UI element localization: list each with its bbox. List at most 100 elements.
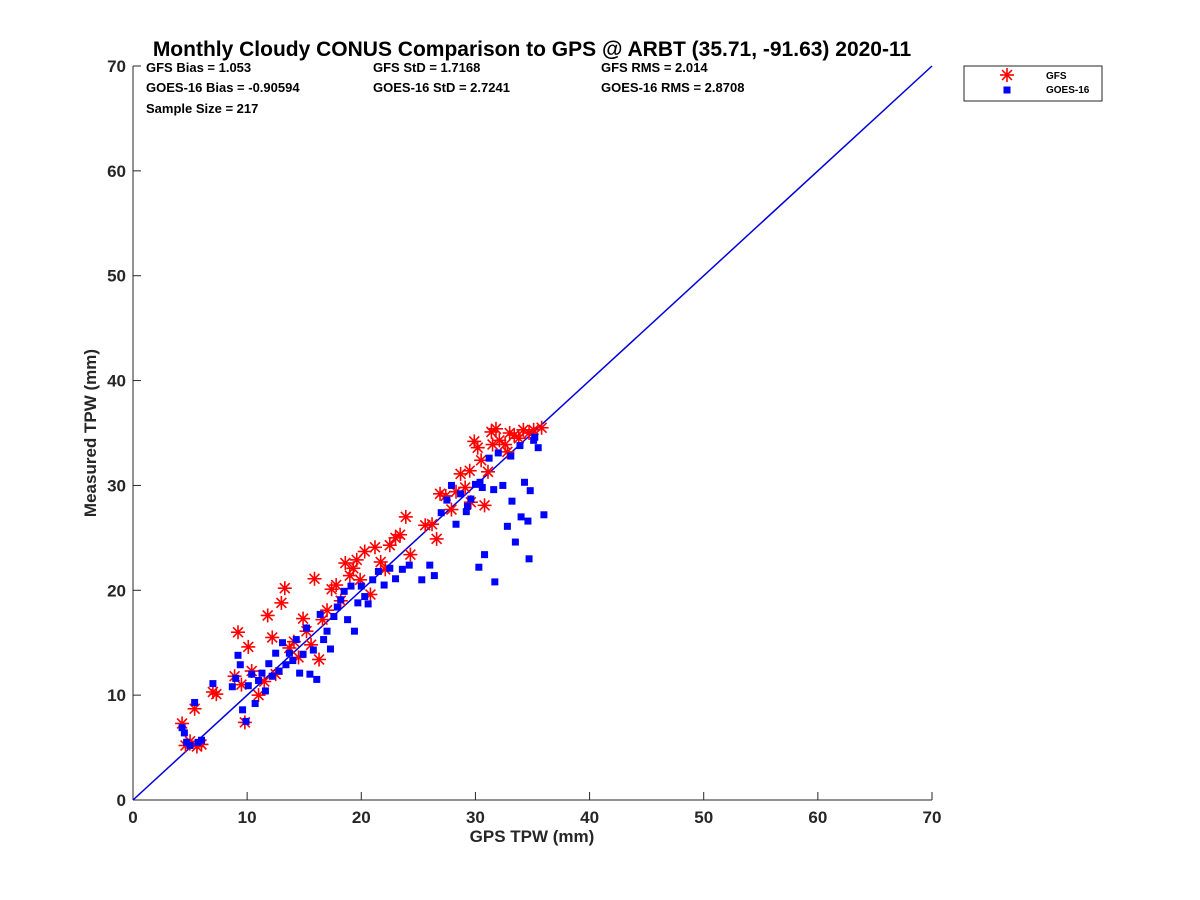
- gfs-std-text: GFS StD = 1.7168: [373, 60, 480, 75]
- gfs-point-stroke: [404, 549, 416, 561]
- plot-area: 0 10 20 30 40 50 60 70 0 10 20 30 40 50 60 70: [107, 57, 941, 827]
- goes16-point: [405, 561, 413, 569]
- gfs-point-stroke: [330, 579, 342, 591]
- goes16-point: [503, 522, 511, 530]
- gfs-point: [320, 603, 335, 618]
- gfs-point-stroke: [210, 688, 222, 700]
- y-tick-label: 20: [107, 581, 126, 600]
- gfs-point: [462, 463, 477, 478]
- goes16-point: [232, 674, 240, 682]
- gfs-point: [393, 527, 408, 542]
- gfs-point-stroke: [482, 466, 494, 478]
- x-tick-label: 60: [808, 808, 827, 827]
- goes16-point: [344, 616, 352, 624]
- y-tick-label: 30: [107, 476, 126, 495]
- goes16-point: [471, 480, 479, 488]
- goes16-point: [481, 551, 489, 559]
- gfs-point: [485, 437, 500, 452]
- goes16-point: [306, 670, 314, 678]
- goes16-point: [265, 660, 273, 668]
- gfs-point-stroke: [487, 439, 499, 451]
- goes16-point: [361, 593, 369, 601]
- gfs-point-stroke: [253, 689, 265, 701]
- goes16-point: [313, 675, 321, 683]
- goes16-point: [191, 698, 199, 706]
- goes16-point: [499, 481, 507, 489]
- gfs-point-stroke: [479, 499, 491, 511]
- goes16-point: [452, 520, 460, 528]
- goes16-point: [333, 603, 341, 611]
- x-axis-label: GPS TPW (mm): [470, 827, 595, 846]
- gfs-point-stroke: [262, 609, 274, 621]
- goes16-point: [350, 627, 358, 635]
- goes16-point: [525, 555, 533, 563]
- gfs-point-stroke: [434, 488, 446, 500]
- gfs-point-stroke: [354, 574, 366, 586]
- gfs-point: [444, 502, 459, 517]
- stats-annotations: GFS Bias = 1.053 GFS StD = 1.7168 GFS RM…: [146, 60, 744, 116]
- goes16-point: [364, 600, 372, 608]
- goes16-point: [180, 729, 188, 737]
- series-goes16: [178, 433, 548, 749]
- goes16-point: [430, 572, 438, 580]
- goes16-point: [511, 538, 519, 546]
- goes16-point: [516, 442, 524, 450]
- goes16-point: [437, 509, 445, 517]
- goes16-point: [296, 669, 304, 677]
- gfs-point: [274, 595, 289, 610]
- y-tick-label: 0: [117, 791, 126, 810]
- gfs-point-stroke: [308, 573, 321, 585]
- goes16-point: [457, 490, 465, 498]
- goes16-point: [426, 561, 434, 569]
- goes16-point: [531, 433, 539, 441]
- goes16-point: [236, 661, 244, 669]
- legend-goes16-label: GOES-16: [1046, 85, 1090, 96]
- gfs-point-stroke: [464, 465, 476, 477]
- legend-goes16-square: [1003, 86, 1011, 94]
- y-tick-label: 10: [107, 686, 126, 705]
- gfs-point-stroke: [450, 486, 462, 498]
- sample-size-text: Sample Size = 217: [146, 101, 258, 116]
- legend-box: [963, 65, 1103, 102]
- gfs-point-stroke: [431, 533, 443, 545]
- gfs-point: [429, 531, 444, 546]
- legend-goes16-marker: [1003, 86, 1011, 94]
- goes16-point: [392, 575, 400, 583]
- y-tick-label: 60: [107, 162, 126, 181]
- goes16-point: [340, 587, 348, 595]
- legend-gfs-asterisk: [1000, 68, 1014, 82]
- legend-gfs-asterisk-stroke: [1001, 69, 1013, 81]
- gfs-point-stroke: [232, 626, 244, 638]
- legend-gfs-marker: [1000, 68, 1014, 82]
- x-ticks: 0 10 20 30 40 50 60 70: [128, 792, 941, 827]
- x-tick-label: 10: [238, 808, 257, 827]
- gfs-point-stroke: [235, 679, 247, 691]
- goes16-point: [279, 639, 287, 647]
- goes16-point: [380, 581, 388, 589]
- goes16-point: [282, 661, 290, 669]
- goes16-point: [178, 724, 186, 732]
- gfs-point-stroke: [493, 434, 505, 446]
- x-tick-label: 30: [466, 808, 485, 827]
- goes16-point: [467, 495, 475, 503]
- goes16-point: [490, 486, 498, 494]
- gfs-point: [296, 611, 311, 626]
- legend: GFS GOES-16: [963, 65, 1103, 102]
- gfs-point-stroke: [305, 639, 317, 651]
- goes16-point: [299, 650, 307, 658]
- goes16-point: [326, 645, 334, 653]
- gfs-point: [312, 652, 327, 667]
- goes16-point: [508, 497, 516, 505]
- goes16-point: [447, 481, 455, 489]
- gfs-point: [373, 554, 388, 569]
- gfs-point-stroke: [536, 422, 548, 434]
- goes-bias-text: GOES-16 Bias = -0.90594: [146, 80, 300, 95]
- gfs-point-stroke: [375, 556, 387, 568]
- gfs-point-stroke: [394, 529, 406, 541]
- gfs-point-stroke: [445, 504, 457, 516]
- goes16-point: [309, 646, 317, 654]
- goes16-point: [418, 576, 426, 584]
- goes16-point: [462, 508, 470, 516]
- x-tick-label: 50: [694, 808, 713, 827]
